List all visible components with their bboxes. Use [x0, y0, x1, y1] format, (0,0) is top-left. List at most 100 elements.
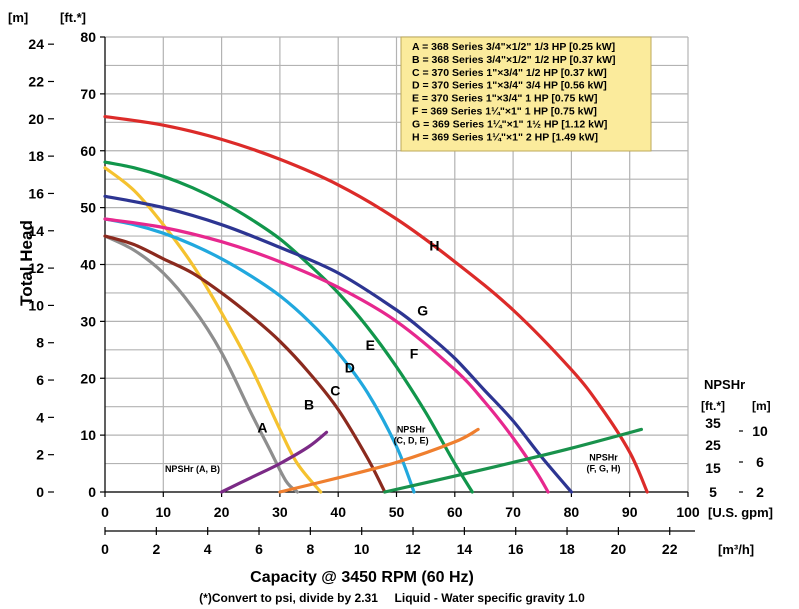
- m-unit-label: [m]: [8, 10, 28, 25]
- legend-entry: C = 370 Series 1"×3/4" 1/2 HP [0.37 kW]: [412, 67, 607, 79]
- gpm-tick-label: 50: [389, 504, 405, 520]
- m3h-tick-label: 16: [508, 541, 524, 557]
- npshr-m-tick-label: 10: [752, 423, 768, 439]
- curve-npshr-c-d-e: [278, 427, 480, 494]
- m-tick-label: 20: [28, 111, 44, 127]
- m3h-tick-label: 2: [152, 541, 160, 557]
- ft-tick-label: 0: [88, 484, 96, 500]
- curve-a: [103, 234, 299, 494]
- legend: A = 368 Series 3/4"×1/2" 1/3 HP [0.25 kW…: [400, 36, 652, 152]
- m3h-tick-label: 12: [405, 541, 421, 557]
- ft-tick-label: 60: [80, 143, 96, 159]
- m-tick-label: 6: [36, 372, 44, 388]
- m3h-tick-label: 8: [306, 541, 314, 557]
- gpm-tick-label: 10: [156, 504, 172, 520]
- legend-entry: A = 368 Series 3/4"×1/2" 1/3 HP [0.25 kW…: [412, 41, 615, 53]
- ft-tick-label: 30: [80, 313, 96, 329]
- m-tick-label: 18: [28, 148, 44, 164]
- npshr-m-tick-label: 2: [756, 484, 764, 500]
- gpm-tick-label: 90: [622, 504, 638, 520]
- ft-tick-label: 20: [80, 370, 96, 386]
- m-tick-label: 8: [36, 335, 44, 351]
- m-tick-label: 24: [28, 36, 44, 52]
- gpm-tick-label: 100: [676, 504, 700, 520]
- npshr-curve-label: NPSHr: [589, 453, 618, 463]
- y-axis-title: Total Head: [17, 220, 36, 306]
- m3h-tick-label: 20: [611, 541, 627, 557]
- m-tick-label: 14: [28, 223, 44, 239]
- ft-unit-label: [ft.*]: [60, 10, 86, 25]
- npshr-curve-label: NPSHr: [397, 424, 426, 434]
- legend-entry: G = 369 Series 1¼"×1" 1½ HP [1.12 kW]: [412, 118, 607, 130]
- curve-label: D: [345, 360, 355, 376]
- ft-tick-label: 50: [80, 200, 96, 216]
- curve-d: [103, 217, 416, 494]
- gpm-tick-label: 60: [447, 504, 463, 520]
- m3h-tick-label: 10: [354, 541, 370, 557]
- curve-h: [103, 115, 649, 494]
- gpm-tick-label: 30: [272, 504, 288, 520]
- m3h-tick-label: 14: [457, 541, 473, 557]
- legend-entry: D = 370 Series 1"×3/4" 3/4 HP [0.56 kW]: [412, 80, 607, 92]
- npshr-ft-tick-label: 25: [705, 437, 721, 453]
- legend-box: [400, 36, 652, 152]
- m-tick-label: 10: [28, 297, 44, 313]
- curve-label: B: [304, 397, 314, 413]
- curve-e: [103, 160, 474, 494]
- npshr-curve-label: (F, G, H): [586, 464, 620, 474]
- curve-g: [103, 194, 573, 494]
- gpm-tick-label: 0: [101, 504, 109, 520]
- curve-label: E: [366, 337, 375, 353]
- x-axis-title: Capacity @ 3450 RPM (60 Hz): [250, 569, 474, 586]
- curve-label: C: [330, 382, 340, 398]
- curve-npshr-a-b: [220, 430, 329, 494]
- npshr-m-unit: [m]: [752, 399, 771, 413]
- legend-entry: B = 368 Series 3/4"×1/2" 1/2 HP [0.37 kW…: [412, 54, 616, 66]
- ft-tick-label: 40: [80, 257, 96, 273]
- m3h-tick-label: 6: [255, 541, 263, 557]
- legend-entry: H = 369 Series 1¼"×1" 2 HP [1.49 kW]: [412, 131, 598, 143]
- m-tick-label: 22: [28, 73, 44, 89]
- m3h-tick-label: 4: [204, 541, 212, 557]
- m-tick-label: 2: [36, 447, 44, 463]
- npshr-curve-label: (C, D, E): [394, 435, 429, 445]
- curve-f: [103, 217, 550, 494]
- m-tick-label: 16: [28, 185, 44, 201]
- curve-label: A: [257, 419, 267, 435]
- npshr-m-tick-label: 6: [756, 454, 764, 470]
- npshr-ft-unit: [ft.*]: [701, 399, 725, 413]
- gpm-tick-label: 40: [330, 504, 346, 520]
- curve-npshr-f-g-h: [383, 427, 643, 494]
- ft-tick-label: 80: [80, 29, 96, 45]
- curves: [103, 115, 649, 494]
- m3h-unit-label: [m³/h]: [718, 542, 754, 557]
- ft-tick-label: 10: [80, 427, 96, 443]
- npshr-ft-tick-label: 35: [705, 415, 721, 431]
- curve-c: [103, 234, 387, 494]
- m-tick-label: 0: [36, 484, 44, 500]
- legend-entry: E = 370 Series 1"×3/4" 1 HP [0.75 kW]: [412, 93, 597, 105]
- gpm-tick-label: 70: [505, 504, 521, 520]
- curve-b: [103, 166, 323, 494]
- ft-tick-label: 70: [80, 86, 96, 102]
- m-tick-label: 4: [36, 409, 44, 425]
- curve-label: F: [410, 345, 419, 361]
- curve-label: H: [429, 237, 439, 253]
- gpm-tick-label: 80: [564, 504, 580, 520]
- m-tick-label: 12: [28, 260, 44, 276]
- gpm-tick-label: 20: [214, 504, 230, 520]
- m3h-tick-label: 18: [559, 541, 575, 557]
- m3h-tick-label: 0: [101, 541, 109, 557]
- gpm-unit-label: [U.S. gpm]: [708, 505, 773, 520]
- legend-entry: F = 369 Series 1¼"×1" 1 HP [0.75 kW]: [412, 106, 597, 118]
- m3h-tick-label: 22: [662, 541, 678, 557]
- npshr-curve-label: NPSHr (A, B): [165, 464, 220, 474]
- npshr-ft-tick-label: 5: [709, 484, 717, 500]
- curve-label: G: [417, 303, 428, 319]
- footnote: (*)Convert to psi, divide by 2.31 Liquid…: [199, 591, 585, 605]
- npshr-ft-tick-label: 15: [705, 460, 721, 476]
- npshr-title: NPSHr: [704, 377, 745, 392]
